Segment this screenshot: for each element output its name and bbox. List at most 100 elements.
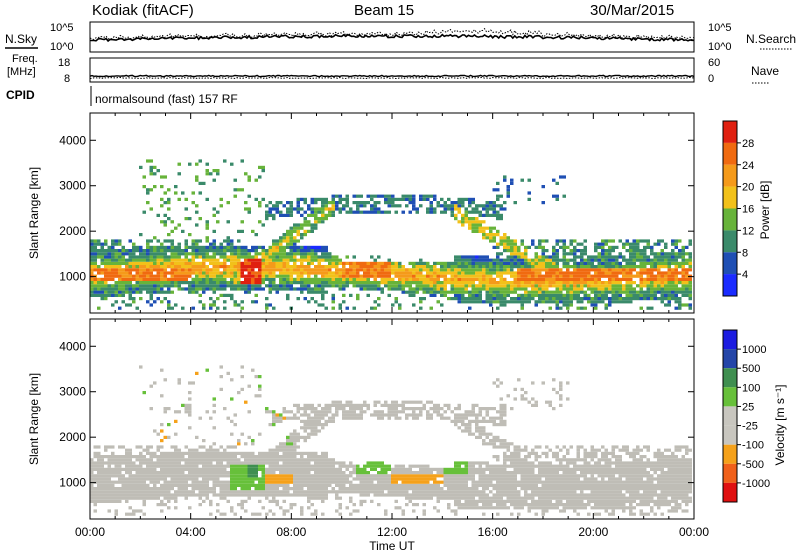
- heatmap-cell: [454, 461, 458, 465]
- heatmap-cell: [216, 277, 220, 281]
- heatmap-cell: [212, 245, 216, 249]
- heatmap-cell: [331, 281, 335, 285]
- heatmap-cell: [247, 467, 251, 471]
- heatmap-cell: [128, 255, 132, 259]
- heatmap-cell: [114, 287, 118, 291]
- heatmap-cell: [177, 249, 181, 253]
- heatmap-cell: [538, 245, 542, 249]
- heatmap-cell: [261, 493, 265, 497]
- heatmap-cell: [527, 245, 531, 249]
- heatmap-cell: [226, 455, 230, 459]
- heatmap-cell: [583, 306, 587, 310]
- heatmap-cell: [167, 435, 171, 439]
- heatmap-cell: [275, 242, 279, 246]
- heatmap-cell: [100, 455, 104, 459]
- heatmap-cell: [233, 245, 237, 249]
- heatmap-cell: [622, 271, 626, 275]
- heatmap-cell: [398, 493, 402, 497]
- heatmap-cell: [499, 277, 503, 281]
- heatmap-cell: [471, 217, 475, 221]
- heatmap-cell: [436, 300, 440, 304]
- heatmap-cell: [324, 217, 328, 221]
- heatmap-cell: [300, 261, 304, 265]
- heatmap-cell: [265, 458, 269, 462]
- heatmap-cell: [597, 268, 601, 272]
- heatmap-cell: [303, 249, 307, 253]
- heatmap-cell: [310, 197, 314, 201]
- heatmap-cell: [321, 451, 325, 455]
- heatmap-cell: [461, 419, 465, 423]
- heatmap-cell: [583, 268, 587, 272]
- heatmap-cell: [653, 277, 657, 281]
- heatmap-cell: [233, 445, 237, 449]
- heatmap-cell: [97, 445, 101, 449]
- heatmap-cell: [622, 300, 626, 304]
- heatmap-cell: [583, 277, 587, 281]
- heatmap-cell: [345, 197, 349, 201]
- heatmap-cell: [377, 471, 381, 475]
- heatmap-cell: [247, 455, 251, 459]
- heatmap-cell: [419, 493, 423, 497]
- heatmap-cell: [450, 268, 454, 272]
- heatmap-cell: [100, 271, 104, 275]
- heatmap-cell: [170, 461, 174, 465]
- heatmap-cell: [272, 277, 276, 281]
- heatmap-cell: [478, 213, 482, 217]
- heatmap-cell: [300, 258, 304, 262]
- heatmap-cell: [114, 474, 118, 478]
- heatmap-cell: [198, 274, 202, 278]
- heatmap-cell: [209, 281, 213, 285]
- heatmap-cell: [202, 271, 206, 275]
- heatmap-cell: [517, 249, 521, 253]
- heatmap-cell: [356, 474, 360, 478]
- heatmap-cell: [562, 293, 566, 297]
- heatmap-cell: [440, 287, 444, 291]
- heatmap-cell: [279, 442, 283, 446]
- heatmap-cell: [394, 483, 398, 487]
- heatmap-cell: [601, 287, 605, 291]
- heatmap-cell: [310, 416, 314, 420]
- heatmap-cell: [552, 300, 556, 304]
- heatmap-cell: [205, 471, 209, 475]
- heatmap-cell: [660, 271, 664, 275]
- heatmap-cell: [272, 213, 276, 217]
- heatmap-cell: [457, 499, 461, 503]
- heatmap-cell: [604, 265, 608, 269]
- heatmap-cell: [275, 290, 279, 294]
- heatmap-cell: [282, 249, 286, 253]
- heatmap-cell: [478, 277, 482, 281]
- heatmap-cell: [415, 277, 419, 281]
- heatmap-cell: [272, 274, 276, 278]
- heatmap-cell: [219, 480, 223, 484]
- heatmap-cell: [671, 274, 675, 278]
- heatmap-cell: [142, 461, 146, 465]
- heatmap-cell: [468, 493, 472, 497]
- heatmap-cell: [384, 281, 388, 285]
- heatmap-cell: [142, 483, 146, 487]
- heatmap-cell: [216, 306, 220, 310]
- heatmap-cell: [377, 261, 381, 265]
- heatmap-cell: [149, 474, 153, 478]
- heatmap-cell: [359, 499, 363, 503]
- heatmap-cell: [307, 490, 311, 494]
- heatmap-cell: [244, 172, 248, 176]
- heatmap-cell: [639, 277, 643, 281]
- heatmap-cell: [636, 271, 640, 275]
- heatmap-cell: [356, 471, 360, 475]
- heatmap-cell: [636, 258, 640, 262]
- heatmap-cell: [454, 268, 458, 272]
- heatmap-cell: [174, 284, 178, 288]
- heatmap-cell: [265, 303, 269, 307]
- heatmap-cell: [251, 442, 255, 446]
- heatmap-cell: [296, 239, 300, 243]
- heatmap-cell: [142, 455, 146, 459]
- heatmap-cell: [503, 277, 507, 281]
- heatmap-cell: [328, 410, 332, 414]
- heatmap-cell: [457, 255, 461, 259]
- heatmap-cell: [457, 403, 461, 407]
- heatmap-cell: [639, 271, 643, 275]
- heatmap-cell: [611, 290, 615, 294]
- heatmap-cell: [219, 265, 223, 269]
- heatmap-cell: [104, 284, 108, 288]
- heatmap-cell: [93, 245, 97, 249]
